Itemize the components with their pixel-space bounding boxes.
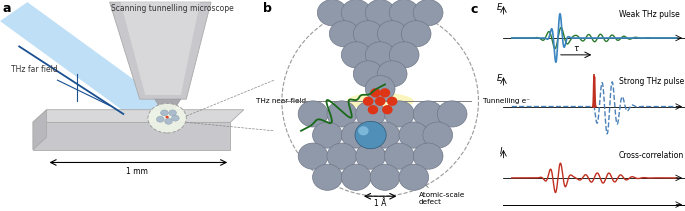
Circle shape [384, 143, 414, 169]
Circle shape [384, 101, 414, 127]
Circle shape [399, 164, 429, 190]
Circle shape [375, 97, 386, 106]
Text: THz near field: THz near field [256, 98, 306, 104]
Circle shape [356, 101, 386, 127]
Circle shape [353, 21, 383, 47]
Circle shape [389, 0, 419, 26]
Circle shape [379, 88, 390, 97]
Text: Scanning tunnelling microscope: Scanning tunnelling microscope [111, 4, 234, 13]
Circle shape [370, 88, 381, 97]
Bar [33, 122, 230, 150]
Circle shape [387, 97, 397, 106]
Circle shape [156, 116, 164, 122]
Circle shape [166, 116, 169, 118]
Text: Atomic-scale
defect: Atomic-scale defect [382, 149, 465, 205]
Text: THz far field: THz far field [11, 65, 58, 74]
Circle shape [377, 21, 407, 47]
Circle shape [341, 0, 371, 26]
Polygon shape [110, 2, 211, 99]
Circle shape [160, 110, 169, 116]
Circle shape [370, 164, 400, 190]
Circle shape [298, 101, 328, 127]
Circle shape [365, 42, 395, 68]
Circle shape [399, 122, 429, 148]
Text: Strong THz pulse: Strong THz pulse [619, 77, 684, 86]
Circle shape [437, 101, 467, 127]
Text: c: c [471, 3, 478, 16]
Ellipse shape [347, 93, 414, 110]
Text: a: a [3, 2, 11, 15]
Polygon shape [0, 2, 178, 131]
Circle shape [413, 101, 443, 127]
Circle shape [358, 126, 369, 135]
Circle shape [389, 42, 419, 68]
Circle shape [365, 0, 395, 26]
Text: τ: τ [573, 44, 579, 53]
Text: Weak THz pulse: Weak THz pulse [619, 10, 680, 19]
Circle shape [327, 101, 357, 127]
Circle shape [164, 118, 173, 124]
Text: Tunnelling e⁻: Tunnelling e⁻ [484, 98, 530, 104]
Circle shape [312, 122, 342, 148]
Text: 1 mm: 1 mm [126, 167, 148, 176]
Circle shape [169, 110, 177, 116]
Circle shape [327, 143, 357, 169]
Circle shape [401, 21, 431, 47]
Circle shape [298, 143, 328, 169]
Circle shape [148, 103, 186, 133]
Text: E: E [497, 74, 502, 83]
Circle shape [356, 143, 386, 169]
Polygon shape [33, 110, 244, 122]
Ellipse shape [282, 6, 479, 196]
Circle shape [365, 76, 395, 102]
Text: E: E [497, 3, 502, 12]
Circle shape [329, 21, 359, 47]
Text: b: b [262, 2, 271, 15]
Polygon shape [121, 2, 200, 95]
Circle shape [341, 42, 371, 68]
Circle shape [317, 0, 347, 26]
Circle shape [353, 61, 383, 87]
Circle shape [368, 105, 378, 114]
Circle shape [341, 122, 371, 148]
Circle shape [312, 164, 342, 190]
Circle shape [171, 115, 179, 121]
Text: 1 Å: 1 Å [374, 199, 386, 208]
Circle shape [382, 105, 393, 114]
Circle shape [341, 164, 371, 190]
Circle shape [355, 121, 386, 149]
Text: Cross-correlation: Cross-correlation [619, 151, 684, 160]
Circle shape [377, 61, 407, 87]
Polygon shape [33, 110, 47, 150]
Text: I: I [499, 147, 502, 156]
Circle shape [363, 97, 373, 106]
Circle shape [413, 0, 443, 26]
Circle shape [370, 122, 400, 148]
Circle shape [413, 143, 443, 169]
Circle shape [423, 122, 453, 148]
Polygon shape [155, 99, 181, 120]
Polygon shape [327, 6, 433, 84]
